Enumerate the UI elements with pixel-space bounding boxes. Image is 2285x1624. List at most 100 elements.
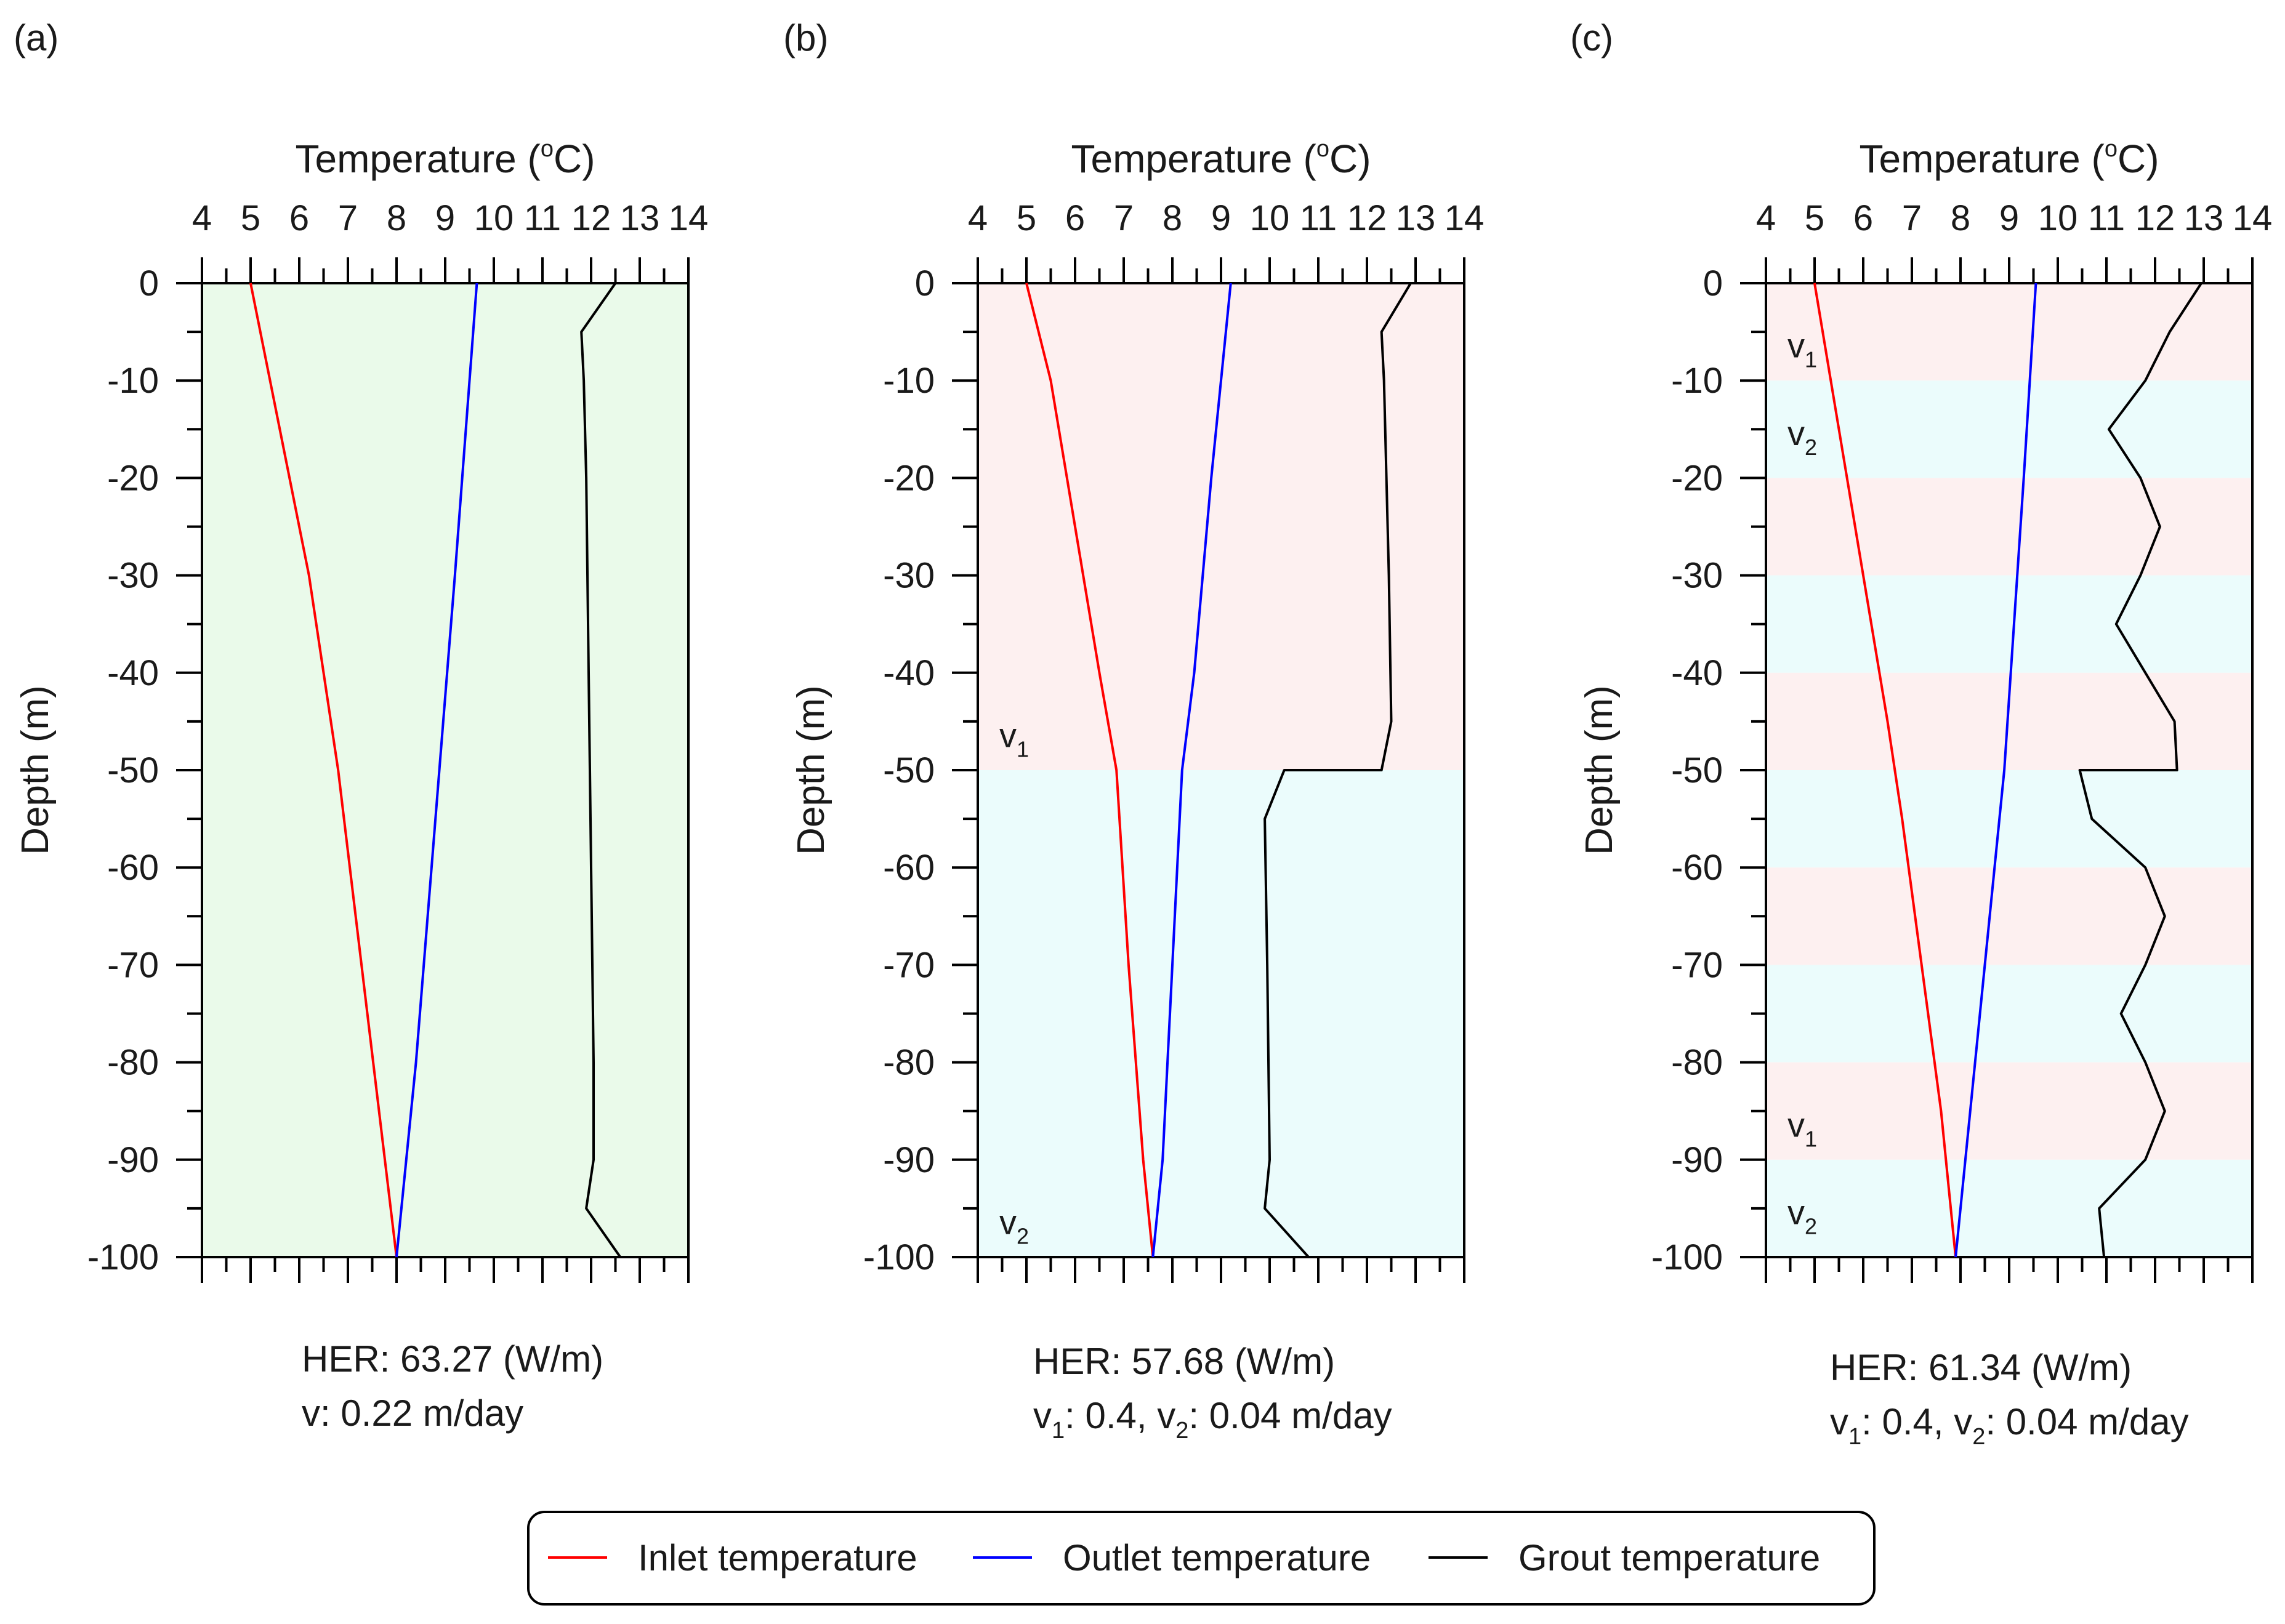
velocity-annotation: v: 0.22 m/day	[302, 1393, 523, 1434]
series-outlet-line	[1151, 283, 1232, 1258]
x-axis-title-unit: C)	[554, 137, 595, 181]
x-tick-label: 10	[474, 198, 514, 238]
y-tick-label: -40	[883, 653, 935, 693]
x-tick-label: 11	[524, 198, 561, 238]
y-tick-label: -10	[883, 361, 935, 401]
y-tick-label: -50	[107, 750, 159, 790]
background-band	[1766, 575, 2252, 673]
her-annotation: HER: 57.68 (W/m)	[1033, 1341, 1335, 1382]
velocity-2-value: 0.04 m/day	[1209, 1395, 1392, 1436]
x-tick-label: 5	[1017, 198, 1036, 238]
zone-label-subscript: 1	[1805, 347, 1817, 372]
x-tick-label: 8	[1951, 198, 1970, 238]
velocity-symbol: , v	[1933, 1401, 1972, 1442]
y-tick-label: -50	[883, 750, 935, 790]
velocity-1-value: 0.4	[1882, 1401, 1933, 1442]
legend-box	[527, 1511, 1876, 1606]
annotation-separator: :	[1065, 1395, 1085, 1436]
background-band	[1766, 867, 2252, 965]
legend: Inlet temperature Outlet temperature Grout…	[527, 1511, 1876, 1606]
x-tick-label: 7	[1114, 198, 1134, 238]
y-tick-label: 0	[139, 263, 159, 303]
annotation-separator: :	[1861, 1401, 1882, 1442]
x-tick-label: 9	[1211, 198, 1231, 238]
series-outlet-line	[1954, 283, 2037, 1258]
y-tick-label: -90	[883, 1140, 935, 1180]
y-tick-label: -40	[107, 653, 159, 693]
y-tick-label: -100	[1651, 1237, 1723, 1277]
velocity-symbol: v	[1830, 1401, 1848, 1442]
x-tick-label: 6	[289, 198, 309, 238]
x-tick-label: 4	[968, 198, 988, 238]
series-inlet-line	[1813, 283, 1957, 1258]
y-tick-label: -90	[107, 1140, 159, 1180]
x-tick-label: 4	[192, 198, 212, 238]
y-tick-label: -20	[883, 458, 935, 498]
background-band	[1766, 478, 2252, 576]
degree-symbol: o	[1316, 136, 1329, 162]
y-tick-label: -20	[107, 458, 159, 498]
x-tick-label: 7	[1902, 198, 1922, 238]
y-tick-label: -10	[1671, 361, 1723, 401]
y-tick-label: -60	[883, 848, 935, 888]
legend-item: Inlet temperature	[548, 1537, 917, 1578]
zone-label-subscript: 2	[1805, 435, 1817, 460]
background-band	[1766, 380, 2252, 478]
series-inlet-line	[1025, 283, 1155, 1258]
x-tick-label: 12	[571, 198, 611, 238]
y-tick-label: -30	[1671, 556, 1723, 596]
x-axis-title: Temperature (oC)	[1071, 136, 1371, 181]
annotation-label: HER:	[1830, 1347, 1928, 1388]
y-tick-label: -70	[1671, 945, 1723, 985]
y-axis-title: Depth (m)	[1578, 685, 1621, 855]
y-tick-label: 0	[915, 263, 935, 303]
series-outlet-line	[395, 283, 478, 1258]
x-axis-title-unit: C)	[2118, 137, 2159, 181]
degree-symbol: o	[541, 136, 554, 162]
y-tick-label: -50	[1671, 750, 1723, 790]
x-tick-label: 13	[620, 198, 660, 238]
x-tick-label: 14	[2233, 198, 2273, 238]
y-tick-label: -10	[107, 361, 159, 401]
background-band	[202, 283, 688, 1257]
velocity-subscript: 2	[1972, 1424, 1985, 1450]
series-grout-line	[1263, 282, 1412, 1258]
zone-label: v1	[1787, 1105, 1817, 1151]
x-axis-title-unit: C)	[1329, 137, 1371, 181]
velocity-symbol: , v	[1137, 1395, 1175, 1436]
annotation-value: 57.68 (W/m)	[1132, 1341, 1335, 1382]
x-tick-label: 8	[1163, 198, 1182, 238]
x-axis-title-text: Temperature (	[295, 137, 540, 181]
y-axis-title: Depth (m)	[14, 685, 57, 855]
x-tick-label: 14	[669, 198, 709, 238]
x-tick-label: 14	[1445, 198, 1485, 238]
y-tick-label: -100	[87, 1237, 159, 1277]
y-tick-label: -20	[1671, 458, 1723, 498]
x-tick-label: 6	[1853, 198, 1873, 238]
panel-label: (c)	[1570, 17, 1613, 58]
y-tick-label: -60	[107, 848, 159, 888]
x-axis-title: Temperature (oC)	[295, 136, 595, 181]
background-band	[1766, 283, 2252, 381]
annotation-separator: :	[1188, 1395, 1209, 1436]
degree-symbol: o	[2105, 136, 2118, 162]
y-tick-label: -80	[883, 1043, 935, 1083]
x-tick-label: 10	[2038, 198, 2078, 238]
x-tick-label: 13	[1396, 198, 1436, 238]
x-tick-label: 6	[1065, 198, 1085, 238]
x-tick-label: 5	[1805, 198, 1824, 238]
y-tick-label: -40	[1671, 653, 1723, 693]
x-axis-title-text: Temperature (	[1071, 137, 1316, 181]
legend-label: Inlet temperature	[638, 1537, 917, 1578]
zone-label: v2	[999, 1203, 1029, 1249]
zone-label-subscript: 2	[1017, 1224, 1029, 1249]
x-tick-label: 11	[1300, 198, 1337, 238]
background-band	[1766, 1159, 2252, 1257]
background-band	[978, 770, 1464, 1257]
panel-label: (b)	[783, 17, 828, 58]
y-tick-label: -30	[883, 556, 935, 596]
series-grout-line	[2078, 282, 2202, 1258]
her-annotation: HER: 63.27 (W/m)	[302, 1338, 603, 1380]
zone-label-base: v	[1787, 326, 1805, 365]
